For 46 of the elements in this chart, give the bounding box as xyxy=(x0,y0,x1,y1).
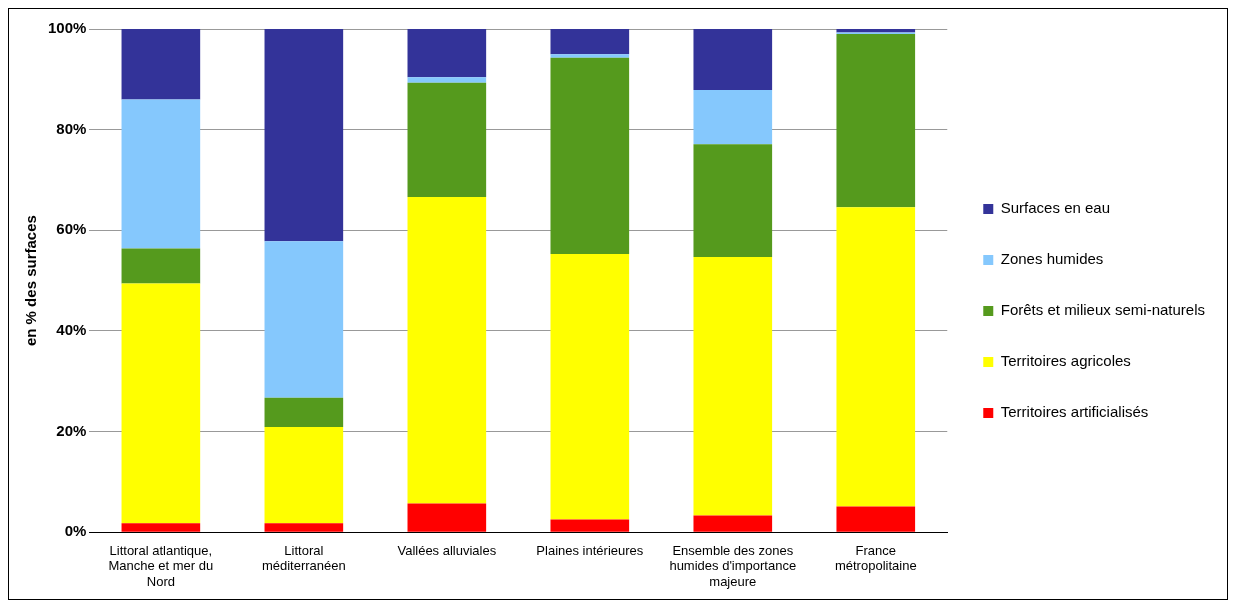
bar xyxy=(693,29,773,90)
bar xyxy=(693,515,773,532)
bar xyxy=(407,29,487,78)
y-tick-label: 100% xyxy=(47,19,87,37)
bar xyxy=(550,253,630,520)
legend-label: Forêts et milieux semi-naturels xyxy=(1000,301,1206,319)
x-tick-label: Littoral atlantique, Manche et mer du Nord xyxy=(108,542,214,589)
bar xyxy=(121,99,201,249)
legend-label: Surfaces en eau xyxy=(1000,199,1111,217)
bar xyxy=(264,397,344,428)
legend-label: Territoires agricoles xyxy=(1000,352,1131,370)
bar xyxy=(407,77,487,83)
y-tick-label: 20% xyxy=(56,421,87,439)
bar xyxy=(264,523,344,532)
bar xyxy=(836,34,916,208)
x-tick-label: Littoral méditerranéen xyxy=(261,542,346,574)
bar xyxy=(121,283,201,524)
y-tick-label: 0% xyxy=(64,522,87,540)
bar xyxy=(264,427,344,524)
bar xyxy=(264,29,344,242)
bar xyxy=(693,89,773,145)
bar xyxy=(121,248,201,284)
x-tick-label: Vallées alluviales xyxy=(397,542,497,558)
y-tick-label: 60% xyxy=(56,220,87,238)
bar xyxy=(550,57,630,254)
bar xyxy=(693,256,773,516)
x-tick-label: Plaines intérieures xyxy=(536,542,644,558)
legend-label: Zones humides xyxy=(1000,250,1104,268)
bar xyxy=(693,144,773,257)
y-axis-title: en % des surfaces xyxy=(22,215,40,347)
x-tick-label: France métropolitaine xyxy=(834,542,917,574)
bar xyxy=(121,523,201,532)
bar xyxy=(407,197,487,504)
bar xyxy=(836,207,916,507)
bar xyxy=(121,29,201,100)
bar xyxy=(550,29,630,55)
y-tick-label: 40% xyxy=(56,321,87,339)
bar xyxy=(836,506,916,532)
legend-label: Territoires artificialisés xyxy=(1000,403,1149,421)
bar xyxy=(407,82,487,198)
bar xyxy=(407,503,487,532)
x-tick-label: Ensemble des zones humides d'importance majeure xyxy=(669,542,797,589)
bar xyxy=(550,54,630,58)
bar xyxy=(264,241,344,398)
bar xyxy=(550,519,630,532)
y-tick-label: 80% xyxy=(56,119,87,137)
